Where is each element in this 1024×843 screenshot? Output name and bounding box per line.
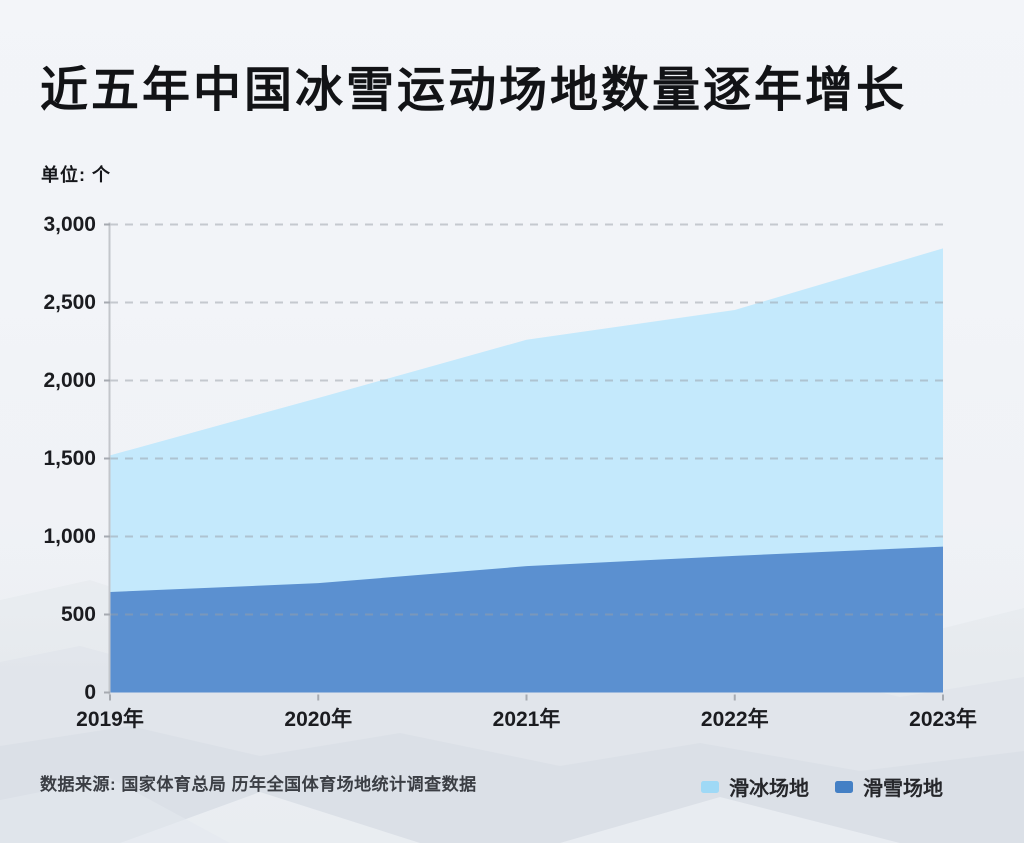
page-title: 近五年中国冰雪运动场地数量逐年增长	[40, 64, 908, 117]
y-axis-label: 500	[60, 602, 96, 626]
legend-item-skiing: 滑雪场地	[835, 772, 943, 801]
y-axis-label: 0	[84, 680, 96, 704]
x-axis-label: 2021年	[492, 708, 561, 731]
area-ski-venues	[110, 546, 943, 693]
skating-legend-label: 滑冰场地	[729, 778, 809, 800]
x-axis-label: 2019年	[76, 708, 144, 731]
data-source: 数据来源: 国家体育总局 历年全国体育场地统计调查数据	[40, 775, 477, 794]
y-axis-label: 1,500	[43, 446, 96, 470]
x-axis-label: 2023年	[909, 708, 977, 731]
y-axis-label: 1,000	[43, 524, 96, 548]
skating-legend-swatch	[701, 780, 719, 793]
y-axis-label: 2,500	[43, 290, 96, 314]
y-axis-label: 3,000	[43, 212, 96, 236]
skiing-legend-label: 滑雪场地	[863, 778, 943, 800]
x-axis-label: 2020年	[284, 708, 353, 731]
legend-item-skating: 滑冰场地	[701, 772, 809, 801]
unit-label: 单位: 个	[41, 165, 111, 185]
y-axis-label: 2,000	[43, 368, 96, 392]
skiing-legend-swatch	[835, 780, 853, 793]
x-axis-label: 2022年	[700, 708, 769, 731]
chart-legend: 滑冰场地 滑雪场地	[701, 772, 943, 801]
